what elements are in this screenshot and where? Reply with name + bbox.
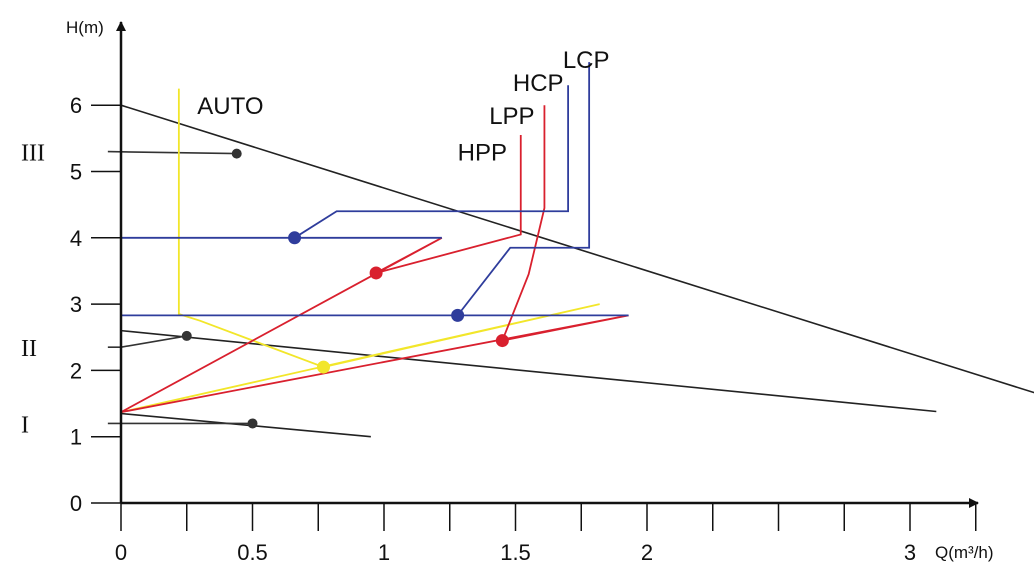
y-tick-label: 2	[70, 358, 82, 383]
operating-point-auto	[317, 360, 331, 374]
operating-point-i	[247, 418, 258, 429]
y-tick-label: 0	[70, 491, 82, 516]
series-line-ii	[107, 335, 187, 348]
series-label-hpp: HPP	[458, 140, 507, 167]
speed-curve-i	[120, 412, 371, 438]
operating-point-lpp	[495, 334, 509, 348]
operating-point-lcp	[451, 308, 465, 322]
series-line-iii	[107, 150, 237, 155]
series-label-auto: AUTO	[197, 93, 263, 120]
operating-point-iii	[231, 148, 242, 159]
y-axis-title: H(m)	[66, 18, 104, 37]
y-tick-label: 3	[70, 292, 82, 317]
y-tick-label: 4	[70, 226, 82, 251]
series-label-i: I	[21, 412, 29, 438]
operating-point-hcp	[288, 231, 302, 245]
series-line-hcp	[121, 85, 569, 239]
y-tick-label: 1	[70, 425, 82, 450]
tick-layer: 00.511.52340123456	[70, 93, 977, 565]
x-tick-label: 0	[115, 540, 127, 565]
operating-point-layer	[181, 148, 509, 429]
operating-point-hpp	[369, 266, 383, 280]
y-tick-label: 5	[70, 160, 82, 185]
x-tick-label: 0.5	[237, 540, 268, 565]
x-tick-label: 2	[641, 540, 653, 565]
speed-curve-ii	[120, 329, 937, 413]
series-label-iii: III	[21, 141, 45, 167]
series-line-auto	[120, 88, 600, 414]
series-label-hcp: HCP	[513, 70, 564, 97]
series-label-lpp: LPP	[489, 103, 534, 130]
speed-curve-iii	[120, 104, 1034, 394]
series-label-lcp: LCP	[563, 47, 610, 74]
x-tick-label: 1	[378, 540, 390, 565]
x-axis-title: Q(m³/h)	[935, 543, 994, 562]
series-line-lpp	[120, 105, 629, 414]
x-tick-label: 3	[904, 540, 916, 565]
x-tick-label: 1.5	[500, 540, 531, 565]
operating-point-ii	[181, 330, 192, 341]
curve-layer	[107, 62, 1034, 438]
series-line-lcp	[121, 62, 629, 317]
axis-layer: Q(m³/h) H(m)	[66, 18, 994, 562]
y-tick-label: 6	[70, 93, 82, 118]
series-label-ii: II	[21, 336, 37, 362]
